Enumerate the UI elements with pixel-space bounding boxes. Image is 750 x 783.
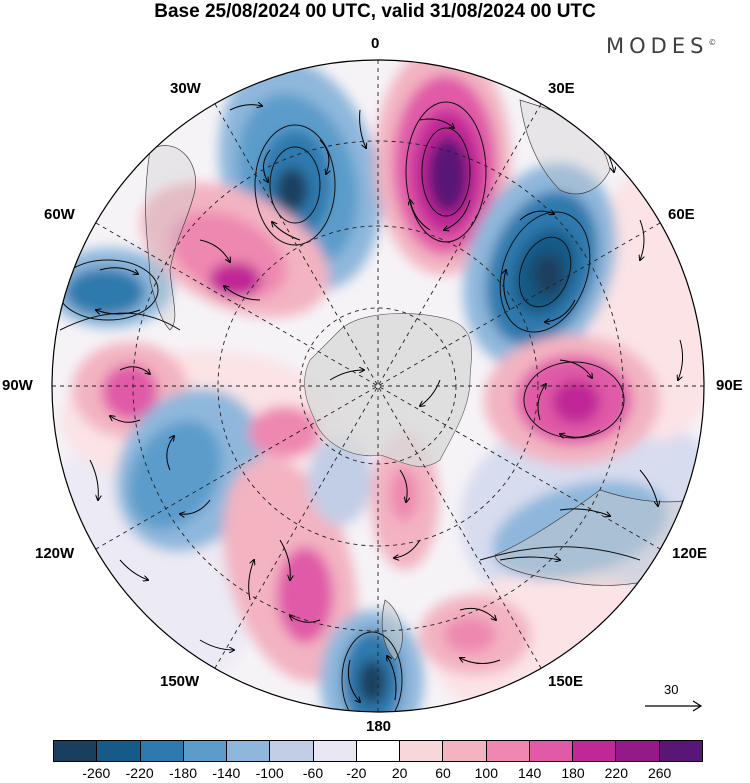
anomaly-field <box>52 60 704 712</box>
colorbar-tick: 100 <box>474 765 499 781</box>
copyright-mark: © <box>708 38 717 47</box>
map-title: Base 25/08/2024 00 UTC, valid 31/08/2024… <box>154 1 596 22</box>
lon-label-180: 180 <box>366 718 392 735</box>
lon-label-0: 0 <box>371 35 380 52</box>
lon-label-30w: 30W <box>170 80 201 97</box>
colorbar-swatch <box>54 741 98 761</box>
colorbar-tick: 140 <box>517 765 542 781</box>
reference-vector-value: 30 <box>664 682 679 697</box>
colorbar-swatch <box>227 741 271 761</box>
colorbar-tick: 220 <box>604 765 629 781</box>
graticule <box>52 60 704 712</box>
colorbar-swatch <box>183 741 228 761</box>
reference-vector-arrow <box>645 700 703 712</box>
lon-label-60e: 60E <box>668 206 695 223</box>
colorbar-swatch <box>486 741 530 761</box>
height-contours <box>57 101 641 712</box>
colorbar-swatch <box>313 741 357 761</box>
colorbar-swatch <box>616 741 660 761</box>
colorbar-tick: -140 <box>212 765 241 781</box>
lon-label-30e: 30E <box>548 80 575 97</box>
lon-label-150e: 150E <box>548 673 584 690</box>
colorbar-swatch <box>400 741 444 761</box>
map-boundary <box>51 59 705 713</box>
colorbar-tick-labels: -260 -220 -180 -140 -100 -60 -20 20 60 100 140 180 2… <box>0 765 750 783</box>
colorbar-tick: -260 <box>82 765 111 781</box>
lon-label-120w: 120W <box>35 545 75 562</box>
colorbar-swatch <box>270 741 314 761</box>
colorbar-tick: -60 <box>302 765 324 781</box>
lon-label-120e: 120E <box>672 545 708 562</box>
antarctica-landmass <box>304 313 472 467</box>
colorbar-tick: 20 <box>391 765 408 781</box>
colorbar-swatch <box>529 741 574 761</box>
colorbar-tick: -100 <box>255 765 284 781</box>
colorbar-swatch <box>573 741 617 761</box>
colorbar-tick: 180 <box>561 765 585 781</box>
brand-text: MODES <box>606 34 709 58</box>
lon-label-150w: 150W <box>160 673 200 690</box>
colorbar-tick: 60 <box>435 765 451 781</box>
colorbar-swatch <box>140 741 184 761</box>
colorbar-tick: -20 <box>346 765 367 781</box>
colorbar-tick: -180 <box>168 765 198 781</box>
south-america-landmass <box>145 145 196 331</box>
lon-label-60w: 60W <box>44 206 75 223</box>
colorbar-tick: -220 <box>125 765 154 781</box>
colorbar-tick: 260 <box>647 765 672 781</box>
lon-label-90e: 90E <box>716 377 743 394</box>
colorbar-swatch <box>443 741 487 761</box>
colorbar <box>53 740 703 762</box>
colorbar-swatch <box>97 741 141 761</box>
colorbar-swatch <box>659 741 702 761</box>
lon-label-90w: 90W <box>2 377 33 394</box>
new-zealand-landmass <box>381 599 403 661</box>
colorbar-swatch <box>356 741 401 761</box>
wind-vectors <box>89 105 684 702</box>
modes-logo: MODES© <box>606 34 716 58</box>
